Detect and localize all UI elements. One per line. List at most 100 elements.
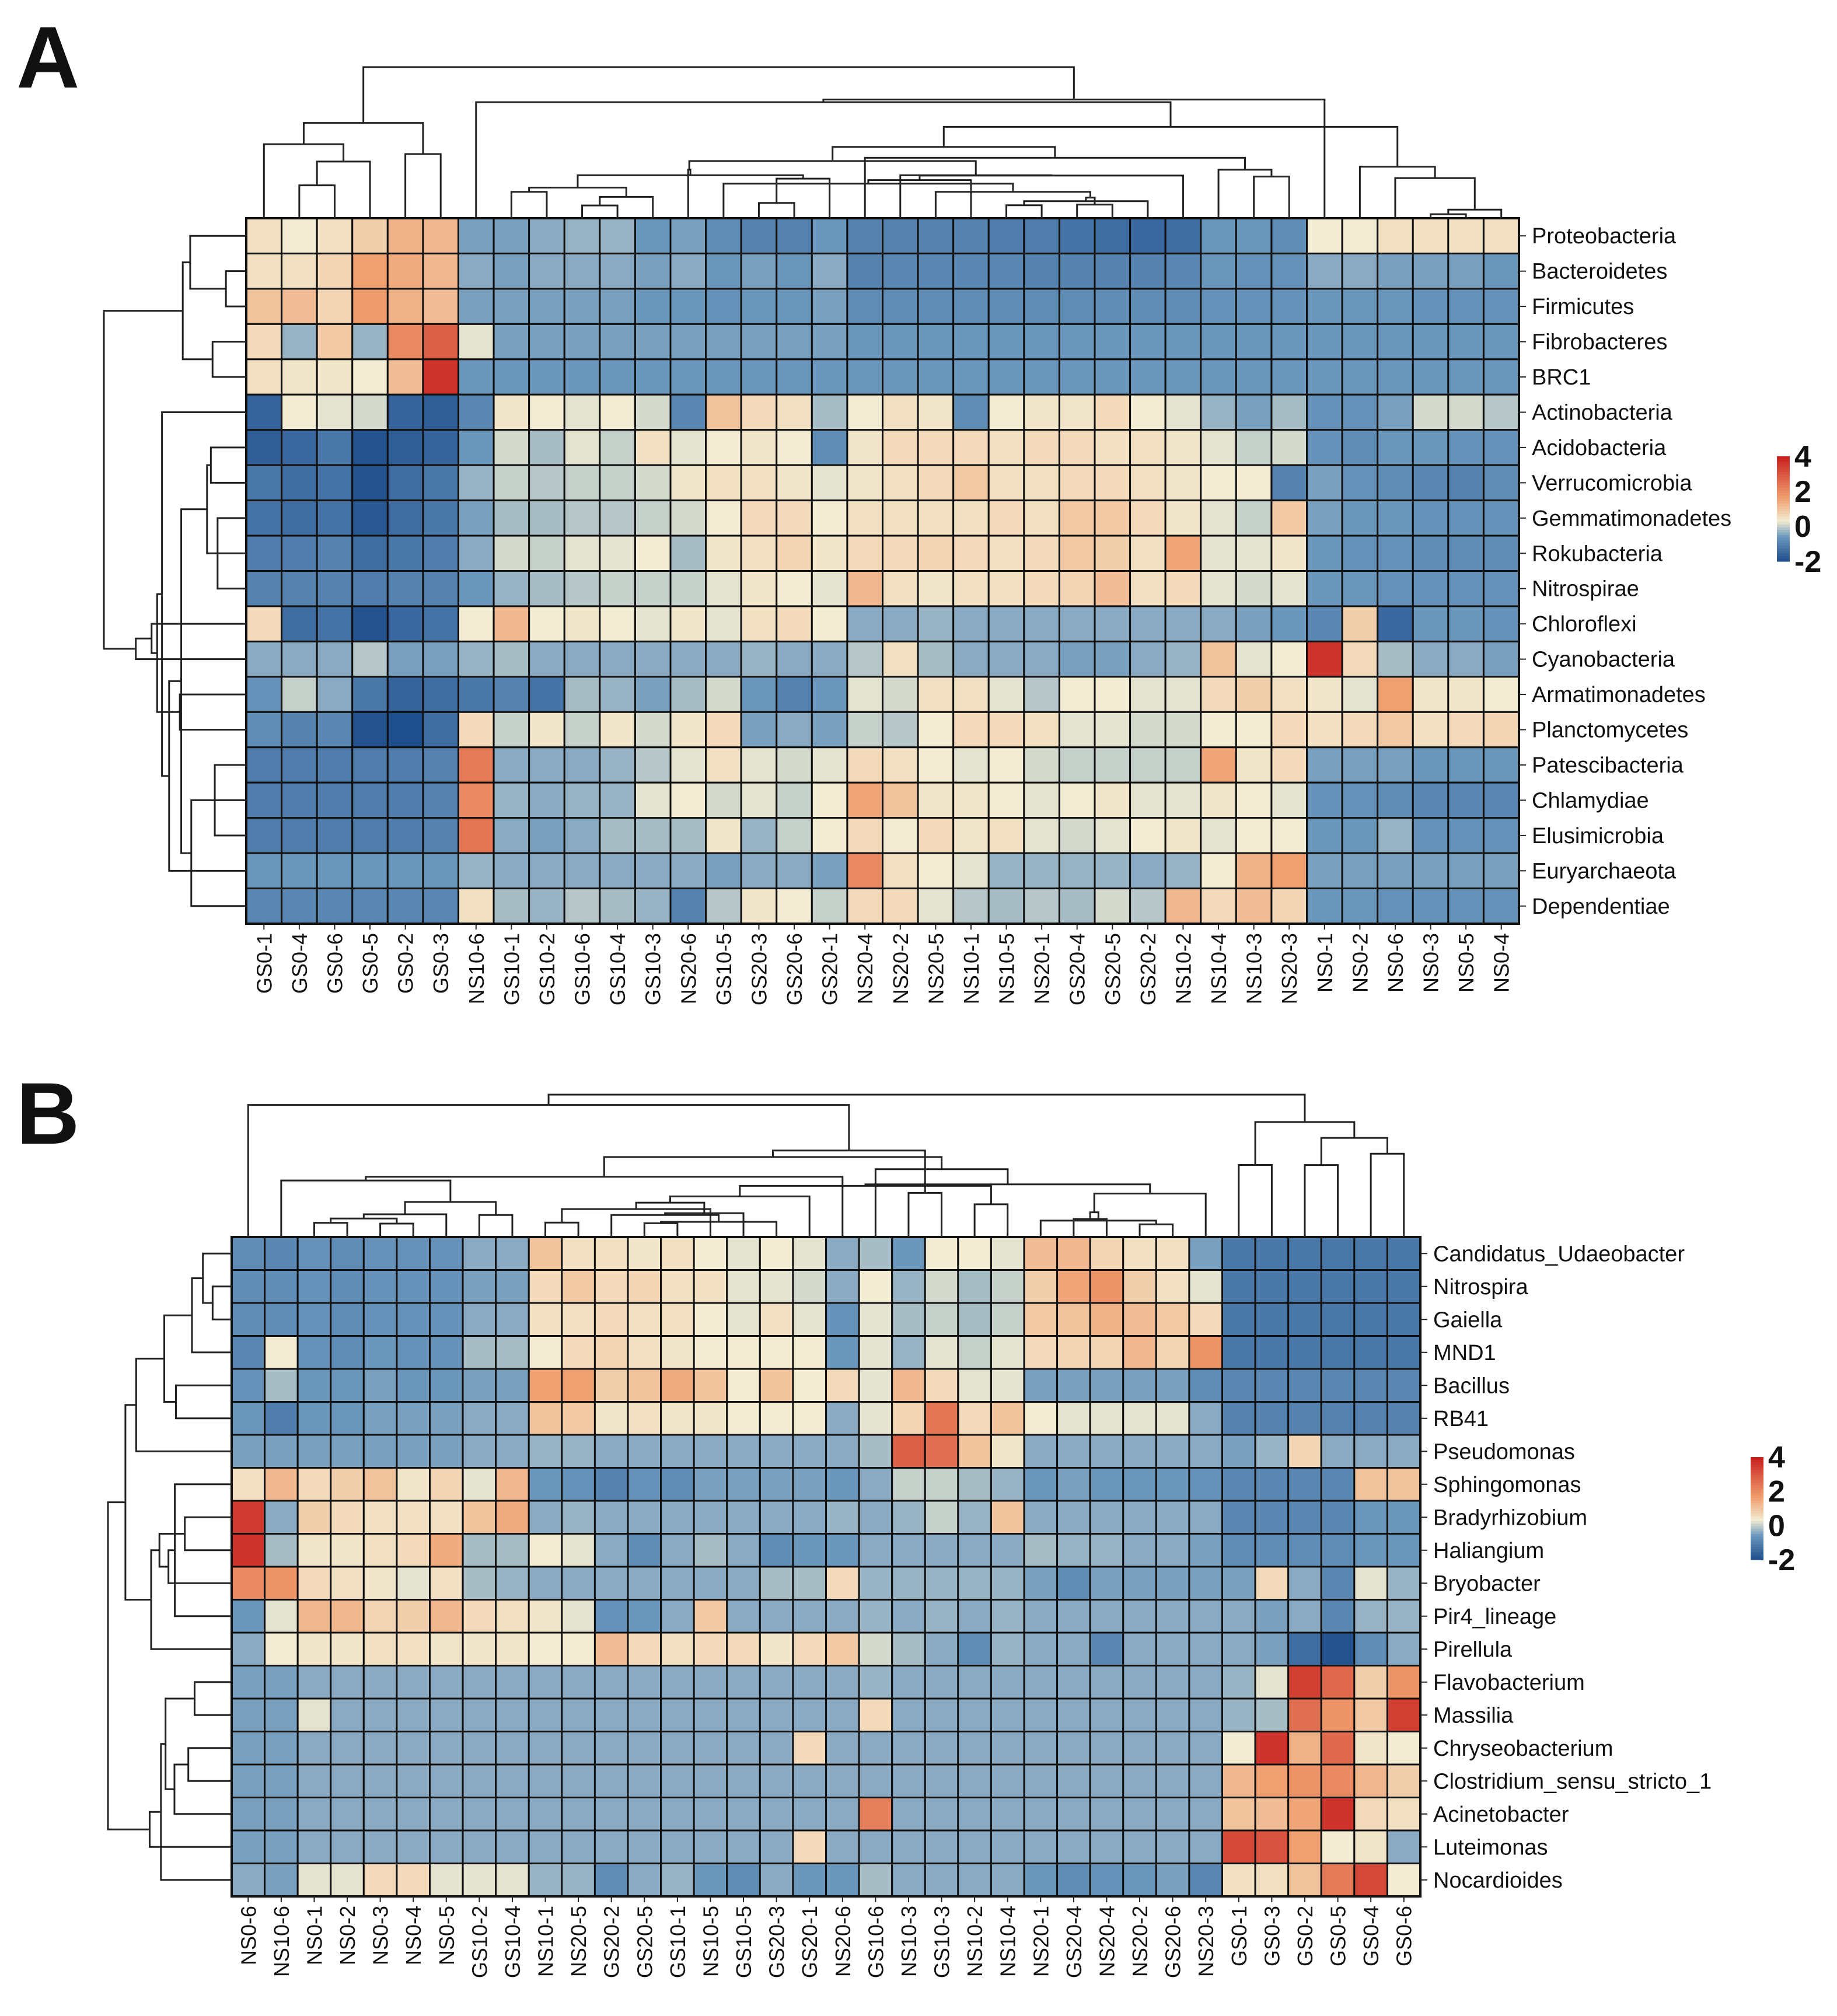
heatmap-cell bbox=[457, 288, 495, 325]
row-label: Verrucomicrobia bbox=[1532, 471, 1692, 495]
heatmap-cell bbox=[957, 1731, 992, 1766]
heatmap-cell bbox=[1164, 323, 1202, 361]
heatmap-cell bbox=[1235, 711, 1273, 749]
colorbar-segment bbox=[1777, 498, 1790, 502]
column-label: NS20-2 bbox=[1128, 1906, 1152, 1977]
heatmap-cell bbox=[231, 1401, 266, 1436]
heatmap-cell bbox=[1270, 640, 1308, 678]
heatmap-cell bbox=[1056, 1467, 1091, 1502]
heatmap-cell bbox=[726, 1665, 761, 1700]
heatmap-cell bbox=[858, 1697, 893, 1732]
heatmap-cell bbox=[493, 464, 530, 502]
heatmap-cell bbox=[1412, 288, 1450, 325]
heatmap-cell bbox=[1164, 499, 1202, 537]
colorbar-segment bbox=[1777, 474, 1790, 478]
panel-b-row-dendrogram-link-15 bbox=[163, 1314, 192, 1403]
colorbar-segment bbox=[1751, 1487, 1763, 1491]
colorbar-segment bbox=[1777, 490, 1790, 494]
heatmap-cell bbox=[957, 1697, 992, 1732]
heatmap-cell bbox=[1482, 746, 1520, 784]
heatmap-cell bbox=[1320, 1631, 1356, 1666]
heatmap-cell bbox=[1164, 217, 1202, 254]
heatmap-cell bbox=[1056, 1665, 1091, 1700]
heatmap-cell bbox=[1122, 1467, 1157, 1502]
heatmap-cell bbox=[891, 1631, 926, 1666]
heatmap-cell bbox=[1235, 464, 1273, 502]
heatmap-cell bbox=[495, 1631, 530, 1666]
heatmap-cell bbox=[495, 1665, 530, 1700]
heatmap-cell bbox=[990, 1467, 1025, 1502]
panel-a-column-dendrogram bbox=[263, 66, 1503, 218]
heatmap-cell bbox=[561, 1863, 596, 1898]
heatmap-cell bbox=[429, 1269, 464, 1304]
heatmap-cell bbox=[1377, 358, 1414, 396]
heatmap-cell bbox=[1412, 429, 1450, 466]
heatmap-cell bbox=[1412, 852, 1450, 890]
column-label: NS0-3 bbox=[369, 1906, 393, 1965]
heatmap-cell bbox=[792, 1863, 827, 1898]
heatmap-cell bbox=[924, 1763, 959, 1798]
heatmap-cell bbox=[316, 640, 354, 678]
heatmap-cell bbox=[563, 323, 601, 361]
heatmap-cell bbox=[634, 358, 672, 396]
heatmap-cell bbox=[245, 640, 283, 678]
panel-b-row-dendrogram-link-3 bbox=[165, 1697, 195, 1790]
heatmap-cell bbox=[952, 429, 990, 466]
heatmap-cell bbox=[627, 1500, 662, 1535]
heatmap-cell bbox=[1023, 1236, 1059, 1271]
heatmap-cell bbox=[846, 499, 883, 537]
heatmap-cell bbox=[1221, 1269, 1256, 1304]
heatmap-cell bbox=[1188, 1697, 1223, 1732]
heatmap-cell bbox=[1122, 1665, 1157, 1700]
heatmap-cell bbox=[792, 1697, 827, 1732]
column-label: NS10-3 bbox=[1242, 933, 1266, 1004]
colorbar-segment bbox=[1777, 488, 1790, 491]
panel-b-column-dendrogram-link-32 bbox=[771, 1149, 926, 1193]
heatmap-cell bbox=[1447, 358, 1485, 396]
heatmap-cell bbox=[924, 1665, 959, 1700]
heatmap-cell bbox=[231, 1829, 266, 1864]
heatmap-cell bbox=[811, 676, 848, 713]
heatmap-cell bbox=[1386, 1599, 1422, 1634]
colorbar-segment bbox=[1751, 1477, 1763, 1481]
heatmap-cell bbox=[1200, 570, 1237, 607]
heatmap-cell bbox=[245, 888, 283, 925]
heatmap-cell bbox=[281, 499, 318, 537]
heatmap-cell bbox=[705, 393, 742, 431]
heatmap-cell bbox=[1270, 323, 1308, 361]
heatmap-cell bbox=[811, 358, 848, 396]
heatmap-cell bbox=[599, 252, 636, 290]
heatmap-cell bbox=[759, 1401, 794, 1436]
heatmap-cell bbox=[891, 1863, 926, 1898]
heatmap-cell bbox=[231, 1599, 266, 1634]
row-label: Cyanobacteria bbox=[1532, 648, 1675, 672]
heatmap-cell bbox=[1412, 323, 1450, 361]
heatmap-cell bbox=[1221, 1368, 1256, 1403]
column-label: NS20-1 bbox=[1030, 933, 1054, 1004]
panel-a-column-dendrogram-link-20 bbox=[510, 191, 548, 218]
heatmap-cell bbox=[957, 1829, 992, 1864]
column-label: GS20-6 bbox=[1161, 1906, 1185, 1978]
heatmap-cell bbox=[1270, 252, 1308, 290]
heatmap-cell bbox=[1200, 676, 1237, 713]
heatmap-cell bbox=[740, 393, 778, 431]
heatmap-cell bbox=[1122, 1401, 1157, 1436]
heatmap-cell bbox=[846, 252, 883, 290]
heatmap-cell bbox=[351, 570, 389, 607]
heatmap-cell bbox=[264, 1269, 299, 1304]
heatmap-cell bbox=[858, 1434, 893, 1469]
heatmap-cell bbox=[627, 1863, 662, 1898]
heatmap-cell bbox=[493, 605, 530, 642]
heatmap-cell bbox=[1353, 1335, 1388, 1370]
row-label: Chloroflexi bbox=[1532, 612, 1637, 637]
heatmap-cell bbox=[528, 252, 565, 290]
heatmap-cell bbox=[1155, 1697, 1190, 1732]
heatmap-cell bbox=[429, 1500, 464, 1535]
heatmap-cell bbox=[296, 1467, 332, 1502]
panel-a-column-dendrogram-link-31 bbox=[942, 125, 1399, 167]
heatmap-cell bbox=[726, 1731, 761, 1766]
colorbar-segment bbox=[1751, 1459, 1763, 1463]
panel-b-row-dendrogram-link-4 bbox=[160, 1743, 232, 1881]
heatmap-cell bbox=[726, 1269, 761, 1304]
heatmap-cell bbox=[1412, 464, 1450, 502]
